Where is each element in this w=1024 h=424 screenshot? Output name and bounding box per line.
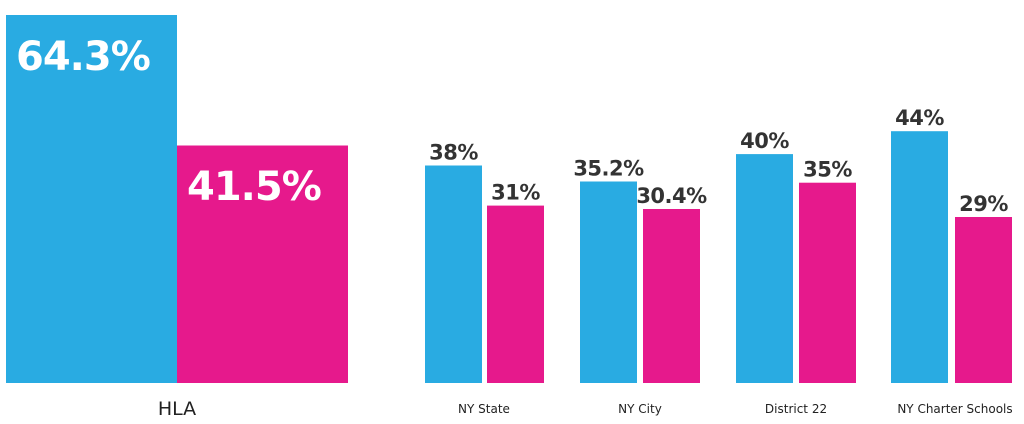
- bar-pink-1: [487, 205, 544, 383]
- bar-blue-3: [736, 154, 793, 383]
- value-label-0-4: 44%: [895, 106, 944, 130]
- bar-blue-0: [6, 15, 177, 383]
- bar-blue-4: [891, 131, 948, 383]
- bar-pink-4: [955, 217, 1012, 383]
- value-label-1-2: 30.4%: [636, 184, 707, 208]
- value-label-0-0: 64.3%: [16, 34, 150, 80]
- value-label-1-0: 41.5%: [187, 164, 321, 210]
- value-label-0-1: 38%: [429, 141, 478, 165]
- category-label-4: NY Charter Schools: [897, 402, 1012, 416]
- category-label-2: NY City: [618, 402, 662, 416]
- bar-pink-0: [177, 145, 348, 383]
- value-label-0-2: 35.2%: [573, 157, 644, 181]
- value-label-0-3: 40%: [740, 129, 789, 153]
- value-label-1-4: 29%: [959, 192, 1008, 216]
- category-label-0: HLA: [158, 398, 196, 420]
- category-label-1: NY State: [458, 402, 510, 416]
- bar-pink-3: [799, 182, 856, 383]
- value-label-1-3: 35%: [803, 158, 852, 182]
- bar-blue-2: [580, 181, 637, 383]
- bar-blue-1: [425, 165, 482, 383]
- bar-pink-2: [643, 209, 700, 383]
- value-label-1-1: 31%: [491, 181, 540, 205]
- category-label-3: District 22: [765, 402, 827, 416]
